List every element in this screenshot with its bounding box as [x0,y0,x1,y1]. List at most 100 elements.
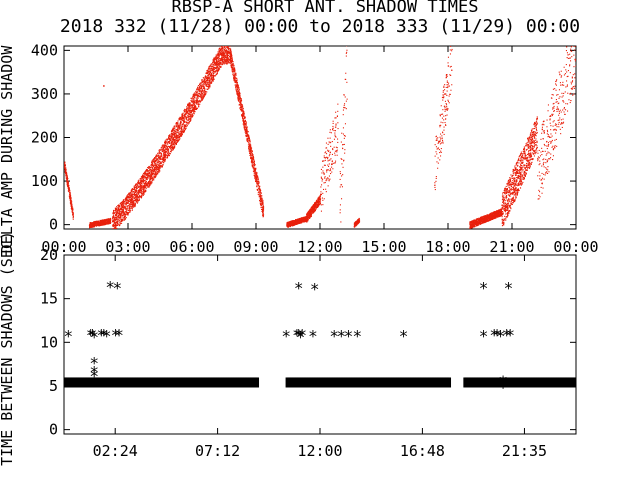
top-data-point [160,147,162,149]
top-data-point [248,142,250,144]
top-data-point [180,121,182,123]
top-data-point [92,225,94,227]
top-data-point [204,78,206,80]
top-data-point [124,217,126,219]
top-data-point [144,171,146,173]
top-data-point [144,180,146,182]
top-data-point [206,79,208,81]
top-data-point [163,146,165,148]
top-data-point [146,169,148,171]
top-data-point [152,161,154,163]
top-data-point [135,183,137,185]
top-data-point [133,194,135,196]
top-data-point [196,95,198,97]
top-data-point [156,169,158,171]
top-data-point [121,202,123,204]
top-data-point [132,201,134,203]
top-data-point [193,101,195,103]
top-data-point [221,55,223,57]
top-data-point [194,105,196,107]
top-data-point [187,110,189,112]
top-data-point [168,139,170,141]
top-data-point [193,108,195,110]
top-data-point [101,222,103,224]
top-data-point [114,215,116,217]
top-data-point [216,70,218,72]
top-data-point [145,170,147,172]
top-data-point [230,61,232,63]
top-data-point [191,101,193,103]
top-data-point [241,109,243,111]
top-data-point [139,187,141,189]
top-data-point [230,51,232,53]
top-data-point [260,204,262,206]
top-data-point [219,60,221,62]
top-data-point [193,112,195,114]
top-data-point [130,201,132,203]
top-data-point [104,222,106,224]
top-data-point [187,123,189,125]
top-data-point [207,76,209,78]
top-data-point [250,161,252,163]
top-data-point [210,65,212,67]
top-data-point [105,222,107,224]
top-data-point [127,201,129,203]
top-data-point [239,101,241,103]
top-data-point [177,136,179,138]
top-data-point [129,205,131,207]
top-data-point [175,139,177,141]
top-data-point [286,224,288,226]
top-data-point [164,144,166,146]
top-data-point [192,100,194,102]
top-data-point [232,73,234,75]
top-data-point [113,225,115,227]
top-data-point [161,147,163,149]
top-data-point [165,141,167,143]
top-data-point [133,185,135,187]
top-data-point [252,154,254,156]
top-data-point [120,202,122,204]
top-data-point [68,189,70,191]
top-data-point [208,87,210,89]
top-data-point [180,135,182,137]
top-data-point [126,195,128,197]
top-data-point [231,66,233,68]
top-data-point [122,219,124,221]
top-data-point [193,102,195,104]
top-data-point [209,79,211,81]
top-data-point [252,158,254,160]
top-data-point [117,205,119,207]
top-data-point [219,66,221,68]
top-data-point [114,220,116,222]
top-data-point [228,62,230,64]
top-data-point [146,177,148,179]
top-data-point [201,93,203,95]
top-data-point [134,202,136,204]
top-data-point [167,146,169,148]
top-data-point [113,229,114,230]
top-data-point [171,139,173,141]
top-data-point [125,203,127,205]
top-data-point [192,103,194,105]
top-data-point [160,149,162,151]
top-data-point [231,54,233,56]
top-data-point [124,204,126,206]
top-data-point [217,56,219,58]
top-data-point [231,61,233,63]
top-data-point [167,143,169,145]
top-data-point [225,61,227,63]
top-data-point [239,93,241,95]
top-data-point [152,169,154,171]
top-data-point [142,189,144,191]
top-data-point [126,209,128,211]
top-data-point [224,60,226,62]
top-data-point [209,72,211,74]
top-data-point [103,224,105,226]
top-data-point [262,207,264,209]
top-data-point [117,211,119,213]
top-data-point [218,58,220,60]
top-data-point [97,223,99,225]
top-data-point [205,75,207,77]
top-data-point [212,76,214,78]
top-data-point [164,150,166,152]
